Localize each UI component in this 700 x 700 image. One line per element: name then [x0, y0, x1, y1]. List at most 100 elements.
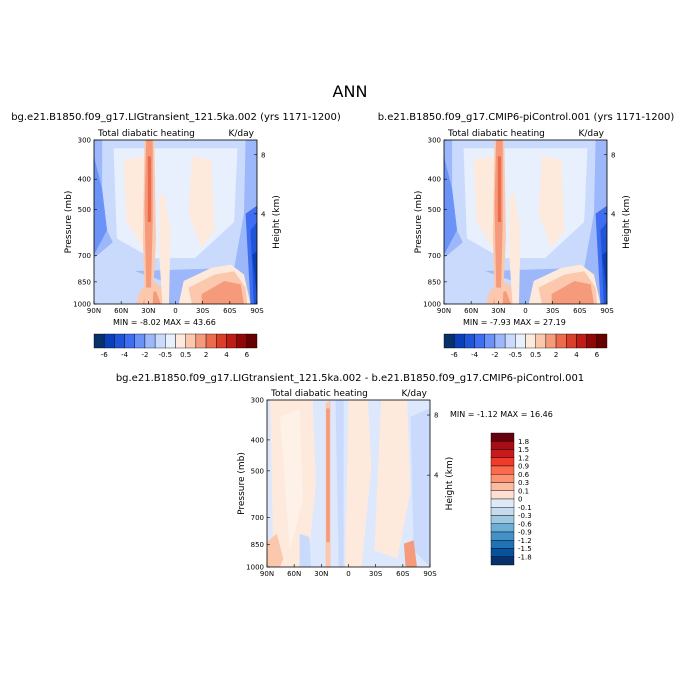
stats-min-label: MIN = — [463, 318, 490, 327]
field-region — [326, 408, 330, 542]
colorbar-cell — [586, 333, 598, 349]
y2-tick-label: 4 — [611, 210, 616, 218]
field-region — [345, 400, 372, 567]
x-tick-label: 60S — [573, 307, 587, 315]
y2-tick-label: 8 — [611, 151, 615, 159]
colorbar-cell — [490, 507, 515, 516]
stats-max-label: MAX = — [500, 410, 530, 419]
colorbar-cell — [175, 333, 186, 349]
colorbar-cell — [490, 548, 515, 557]
colorbar-cell — [490, 457, 515, 467]
colorbar-tick-label: 0.6 — [518, 471, 530, 479]
colorbar-cell — [490, 540, 515, 549]
colorbar-tick-label: 4 — [574, 351, 579, 359]
field-region — [410, 408, 430, 567]
field-b — [444, 140, 607, 304]
stats-line: MIN = -1.12 MAX = 16.46 — [450, 410, 553, 419]
y-tick-label: 300 — [78, 137, 91, 145]
colorbar-cell — [236, 333, 248, 349]
x-tick-label: 0 — [346, 570, 350, 578]
y-tick-label: 700 — [251, 514, 264, 522]
y-tick-label: 400 — [428, 176, 441, 184]
colorbar-cell — [246, 333, 258, 349]
colorbar-cell — [124, 333, 135, 349]
colorbar-tick-label: 0 — [518, 496, 522, 504]
y2-axis-label: Height (km) — [445, 457, 455, 511]
y-tick-label: 700 — [78, 252, 91, 260]
field-a — [94, 140, 257, 304]
y2-tick-label: 4 — [261, 210, 266, 218]
y-axis-label: Pressure (mb) — [64, 191, 74, 254]
colorbar-cell — [555, 333, 567, 349]
y-tick-label: 400 — [78, 176, 91, 184]
colorbar-cell — [144, 333, 156, 349]
x-tick-label: 90N — [260, 570, 274, 578]
y-tick-label: 500 — [428, 206, 441, 214]
stats-max-value: 43.66 — [193, 318, 216, 327]
field-region — [374, 400, 411, 559]
colorbar-cell — [566, 333, 577, 349]
stats-min-label: MIN = — [450, 410, 477, 419]
colorbar-cell — [195, 333, 207, 349]
x-tick-label: 0 — [523, 307, 527, 315]
colorbar-tick-label: -0.9 — [518, 529, 532, 537]
colorbar-cell — [535, 333, 547, 349]
colorbar-tick-label: 0.5 — [180, 351, 191, 359]
colorbar-cell — [576, 333, 587, 349]
colorbar-cell — [596, 333, 608, 349]
colorbar-tick-label: -0.6 — [518, 520, 532, 528]
stats-min-label: MIN = — [113, 318, 140, 327]
colorbar-cell — [494, 333, 506, 349]
colorbar-tick-label: -6 — [101, 351, 109, 359]
y-tick-label: 1000 — [73, 301, 91, 309]
colorbar-cell — [93, 333, 105, 349]
colorbar-cell — [504, 333, 516, 349]
colorbar-tick-label: 1.8 — [518, 438, 529, 446]
field-region — [201, 281, 244, 304]
x-tick-label: 30S — [369, 570, 383, 578]
colorbar-tick-label: 0.5 — [530, 351, 541, 359]
y2-axis-label: Height (km) — [622, 195, 632, 249]
colorbar-cell — [515, 333, 526, 349]
colorbar-cell — [165, 333, 176, 349]
colorbar-cell — [490, 531, 515, 541]
figure-title: ANN — [333, 82, 368, 101]
colorbar-cell — [525, 333, 536, 349]
panel-b-case-label: b.e21.B1850.f09_g17.CMIP6-piControl.001 … — [378, 112, 675, 123]
y2-tick-label: 8 — [434, 412, 438, 420]
colorbar-tick-label: 1.2 — [518, 454, 529, 462]
colorbar-tick-label: 2 — [554, 351, 558, 359]
x-tick-label: 60N — [287, 570, 301, 578]
colorbar-tick-label: 6 — [595, 351, 600, 359]
colorbar-tick-label: -2 — [491, 351, 498, 359]
colorbar-cell — [490, 515, 515, 524]
panel-units: K/day — [402, 389, 428, 399]
y-tick-label: 500 — [251, 467, 264, 475]
colorbar-cell — [443, 333, 455, 349]
colorbar-cell — [490, 490, 515, 500]
stats-max-label: MAX = — [163, 318, 193, 327]
y2-tick-label: 4 — [434, 472, 439, 480]
x-tick-label: 30S — [196, 307, 210, 315]
field-region — [147, 156, 152, 222]
panel-title: Total diabatic heating — [447, 129, 545, 139]
stats-min-value: -8.02 — [140, 318, 161, 327]
colorbar-tick-label: -2 — [141, 351, 148, 359]
y-tick-label: 300 — [251, 397, 264, 405]
x-tick-label: 30S — [546, 307, 560, 315]
field-region — [252, 251, 257, 296]
colorbar-cell — [490, 449, 515, 458]
colorbar-cell — [205, 333, 217, 349]
x-tick-label: 30N — [141, 307, 155, 315]
colorbar-tick-label: -1.8 — [518, 553, 532, 561]
colorbar-tick-label: 0.3 — [518, 479, 529, 487]
colorbar-tick-label: 2 — [204, 351, 208, 359]
field-c — [267, 400, 430, 567]
colorbar-tick-label: -0.3 — [518, 512, 532, 520]
colorbar-tick-label: -4 — [121, 351, 129, 359]
field-region — [94, 156, 108, 255]
field-region — [509, 192, 521, 304]
colorbar-cell — [134, 333, 146, 349]
